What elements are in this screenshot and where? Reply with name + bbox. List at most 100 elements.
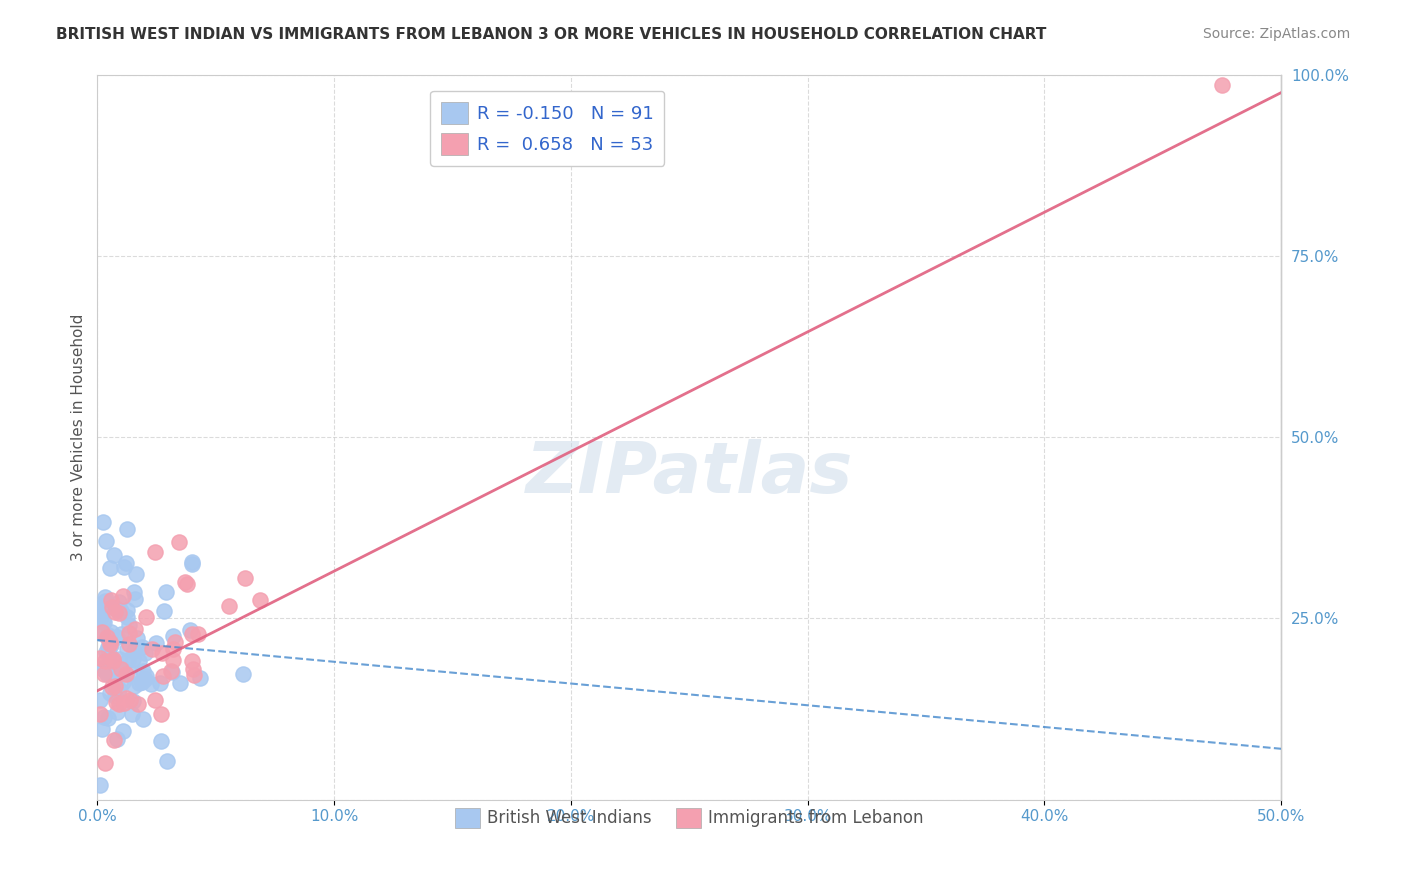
Text: BRITISH WEST INDIAN VS IMMIGRANTS FROM LEBANON 3 OR MORE VEHICLES IN HOUSEHOLD C: BRITISH WEST INDIAN VS IMMIGRANTS FROM L…: [56, 27, 1046, 42]
Point: [115, 556, 138, 570]
Text: Source: ZipAtlas.com: Source: ZipAtlas.com: [1202, 27, 1350, 41]
Point: [181, 557, 204, 571]
Point: [98, 561, 121, 575]
Point: [91, 516, 114, 530]
Point: [143, 544, 166, 558]
Legend: British West Indians, Immigrants from Lebanon: British West Indians, Immigrants from Le…: [449, 801, 931, 835]
Point: [94, 654, 117, 668]
Point: [104, 660, 127, 674]
Point: [108, 594, 131, 608]
Point: [150, 706, 173, 721]
Point: [117, 652, 139, 666]
Point: [93, 615, 115, 629]
Point: [122, 652, 145, 666]
Point: [152, 669, 174, 683]
Point: [150, 646, 173, 660]
Point: [117, 522, 139, 536]
Point: [97, 711, 120, 725]
Point: [122, 694, 145, 708]
Point: [94, 533, 117, 548]
Point: [108, 681, 131, 696]
Point: [180, 627, 202, 641]
Point: [141, 642, 163, 657]
Point: [105, 630, 128, 644]
Point: [118, 618, 141, 632]
Point: [108, 606, 131, 620]
Point: [91, 599, 114, 614]
Point: [111, 589, 134, 603]
Point: [128, 675, 150, 690]
Point: [162, 629, 184, 643]
Point: [98, 635, 121, 649]
Point: [131, 640, 153, 654]
Point: [118, 637, 141, 651]
Point: [89, 626, 111, 640]
Point: [181, 662, 204, 676]
Point: [90, 624, 112, 639]
Point: [117, 642, 139, 657]
Point: [93, 710, 115, 724]
Point: [128, 654, 150, 668]
Point: [105, 662, 128, 676]
Point: [232, 667, 254, 681]
Point: [132, 712, 155, 726]
Point: [176, 577, 198, 591]
Point: [91, 661, 114, 675]
Point: [103, 733, 125, 747]
Point: [183, 667, 205, 681]
Point: [101, 651, 124, 665]
Point: [94, 756, 117, 771]
Point: [122, 643, 145, 657]
Point: [91, 613, 114, 627]
Point: [105, 705, 128, 719]
Point: [105, 731, 128, 746]
Point: [93, 594, 115, 608]
Point: [100, 593, 122, 607]
Point: [114, 667, 136, 681]
Point: [162, 642, 184, 657]
Point: [89, 778, 111, 792]
Point: [94, 645, 117, 659]
Point: [127, 697, 149, 711]
Point: [155, 584, 177, 599]
Point: [110, 604, 132, 618]
Point: [105, 667, 128, 681]
Point: [112, 675, 135, 690]
Point: [104, 600, 127, 615]
Point: [89, 707, 111, 722]
Point: [89, 693, 111, 707]
Point: [89, 612, 111, 626]
Point: [89, 600, 111, 615]
Point: [160, 664, 183, 678]
Point: [112, 696, 135, 710]
Point: [107, 651, 129, 665]
Point: [1211, 78, 1233, 93]
Point: [150, 734, 173, 748]
Point: [218, 599, 240, 613]
Point: [105, 695, 128, 709]
Point: [96, 630, 118, 644]
Point: [94, 590, 117, 604]
Point: [167, 534, 190, 549]
Point: [104, 679, 127, 693]
Point: [105, 602, 128, 616]
Point: [104, 605, 127, 619]
Point: [98, 686, 121, 700]
Point: [233, 571, 256, 585]
Point: [110, 627, 132, 641]
Point: [180, 654, 202, 668]
Point: [108, 697, 131, 711]
Point: [156, 754, 179, 768]
Point: [97, 628, 120, 642]
Point: [90, 661, 112, 675]
Point: [110, 662, 132, 676]
Point: [97, 640, 120, 655]
Point: [124, 585, 146, 599]
Point: [98, 637, 121, 651]
Point: [179, 624, 201, 638]
Point: [97, 647, 120, 661]
Point: [181, 555, 204, 569]
Point: [173, 574, 195, 589]
Point: [145, 693, 167, 707]
Point: [135, 669, 157, 683]
